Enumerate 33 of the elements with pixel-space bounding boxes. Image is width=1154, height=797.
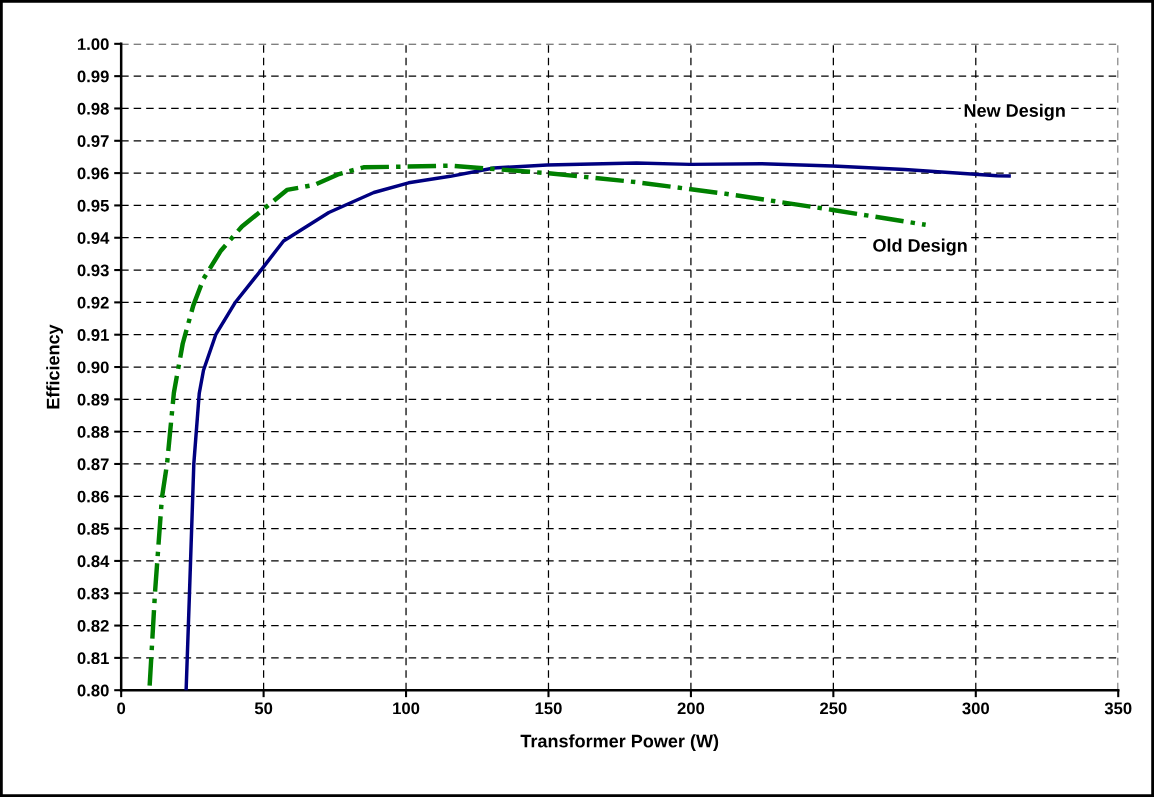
y-tick-label: 0.89 [77,393,109,406]
x-tick-label: 300 [962,702,990,715]
x-axis-title: Transformer Power (W) [520,734,719,752]
x-tick-label: 0 [117,702,126,715]
text: New Design [964,103,1065,121]
y-tick-label: 0.85 [77,523,109,535]
x-tick-label: 350 [1104,702,1132,715]
y-tick-label: 0.81 [77,652,109,665]
y-tick-label: 0.96 [77,167,109,180]
y-tick-label: 0.90 [77,361,109,374]
series-label: Old Design [873,238,967,256]
y-tick-label: 0.94 [77,232,110,244]
x-tick-label: 250 [820,702,847,715]
y-tick-label: 0.87 [77,458,109,471]
x-tick-label: 150 [535,702,562,715]
y-tick-label: 0.93 [77,264,109,277]
y-tick-label: 0.97 [77,135,109,147]
y-tick-label: 0.99 [77,70,109,83]
x-tick-label: 100 [393,702,420,715]
y-tick-label: 0.92 [77,296,109,309]
x-tick-label: 50 [254,702,273,715]
y-tick-label: 0.83 [77,587,109,600]
y-tick-label: 0.88 [77,426,109,438]
y-tick-label: 0.98 [77,102,109,115]
y-tick-label: 0.91 [77,329,109,341]
y-tick-label: 0.86 [77,490,109,503]
x-tick-label: 200 [677,702,705,715]
y-tick-label: 0.84 [77,555,110,568]
y-tick-label: 0.95 [77,199,109,212]
y-axis-title: Efficiency [46,324,64,409]
y-tick-label: 1.00 [77,38,109,51]
y-tick-label: 0.80 [77,684,109,697]
y-tick-label: 0.82 [77,619,109,632]
